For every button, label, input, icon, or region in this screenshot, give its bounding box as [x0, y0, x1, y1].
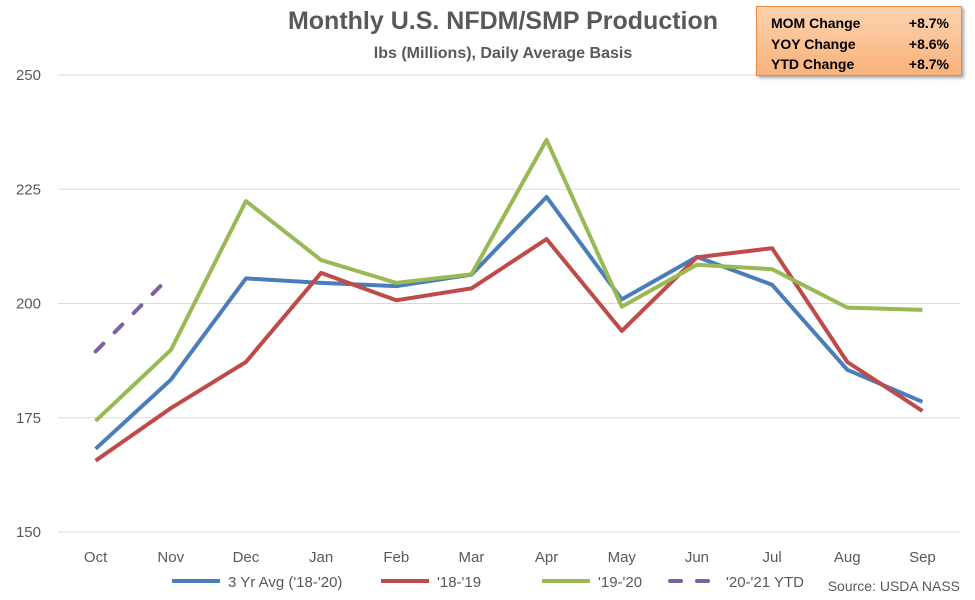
x-tick-label: May [608, 549, 637, 566]
x-tick-label: Apr [535, 549, 558, 566]
gridlines [58, 74, 960, 533]
x-tick-label: Feb [383, 549, 409, 566]
source-note: Source: USDA NASS [828, 578, 960, 594]
y-tick-label: 175 [16, 410, 41, 427]
x-tick-label: Nov [157, 549, 184, 566]
legend-label: 3 Yr Avg ('18-'20) [228, 574, 342, 591]
y-tick-label: 225 [16, 181, 41, 198]
series-line [94, 195, 924, 451]
legend-label: '20-'21 YTD [726, 574, 804, 591]
stat-label: YOY Change [771, 35, 856, 52]
stat-row-ytd: YTD Change +8.7% [771, 54, 949, 75]
x-tick-label: Dec [233, 549, 260, 566]
stat-row-mom: MOM Change +8.7% [771, 13, 949, 34]
x-tick-label: Jan [309, 549, 333, 566]
series-line [93, 273, 173, 354]
x-tick-label: Mar [458, 549, 484, 566]
legend: 3 Yr Avg ('18-'20) '18-'19 '19-'20 '20-'21 … [172, 574, 804, 591]
stat-label: MOM Change [771, 15, 861, 31]
chart-title: Monthly U.S. NFDM/SMP Production [288, 7, 718, 35]
x-tick-label: Aug [834, 549, 861, 566]
stat-label: YTD Change [771, 56, 855, 72]
y-tick-label: 250 [16, 67, 41, 84]
y-axis-ticks: 150 175 200 225 250 [16, 67, 41, 541]
y-tick-label: 200 [16, 296, 41, 313]
stat-value: +8.7% [908, 56, 949, 72]
change-stats-box: MOM Change +8.7% YOY Change +8.6% YTD Ch… [756, 6, 962, 76]
stat-value: +8.6% [908, 35, 949, 52]
legend-label: '18-'19 [437, 574, 481, 591]
stat-row-yoy: YOY Change +8.6% [771, 34, 949, 55]
series-line [94, 237, 924, 463]
x-tick-label: Sep [909, 549, 936, 566]
chart-subtitle: lbs (Millions), Daily Average Basis [374, 45, 633, 62]
y-tick-label: 150 [16, 524, 41, 541]
x-tick-label: Jun [685, 549, 709, 566]
x-axis-ticks: Oct Nov Dec Jan Feb Mar Apr May Jun Jul Aug Sep [84, 549, 936, 566]
x-tick-label: Jul [762, 549, 781, 566]
series-lines [93, 137, 924, 463]
series-line [94, 137, 923, 423]
x-tick-label: Oct [84, 549, 108, 566]
legend-label: '19-'20 [598, 574, 642, 591]
stat-value: +8.7% [908, 15, 949, 31]
